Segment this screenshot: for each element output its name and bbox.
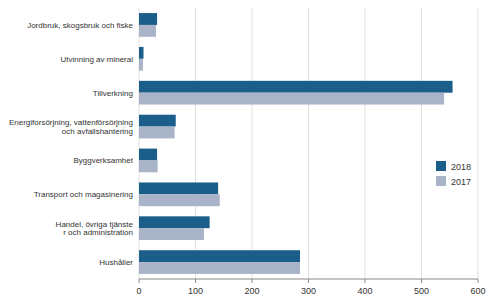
bar xyxy=(139,115,176,127)
bar xyxy=(139,228,204,240)
bar xyxy=(139,216,210,228)
y-axis: Jordbruk, skogsbruk och fiske Utvinning a… xyxy=(9,21,134,267)
category-label: Byggverksamhet xyxy=(73,156,133,165)
grid-line xyxy=(478,8,479,279)
tick-mark xyxy=(252,279,253,283)
tick-mark xyxy=(365,279,366,283)
tick-label: 200 xyxy=(244,286,259,296)
bar xyxy=(139,25,156,37)
grid-line xyxy=(252,8,253,279)
category-label: Jordbruk, skogsbruk och fiske xyxy=(27,21,133,30)
bar xyxy=(139,81,453,93)
category-label: Energiforsörjning, vattenförsörjningoch … xyxy=(9,118,133,136)
tick-label: 500 xyxy=(414,286,429,296)
bar xyxy=(139,160,158,172)
legend-label: 2018 xyxy=(451,162,471,172)
bar xyxy=(139,13,157,25)
legend: 2018 2017 xyxy=(436,161,471,187)
bar xyxy=(139,262,300,274)
bar xyxy=(139,149,157,161)
bar xyxy=(139,59,143,71)
legend-label: 2017 xyxy=(451,177,471,187)
tick-mark xyxy=(139,279,140,283)
x-axis-line xyxy=(139,279,478,280)
category-label: Utvinning av mineral xyxy=(61,55,134,64)
bar xyxy=(139,127,175,139)
bar xyxy=(139,182,218,194)
tick-mark xyxy=(195,279,196,283)
x-axis: 0 100 200 300 400 500 600 xyxy=(136,279,485,296)
category-label: Tillverkning xyxy=(93,88,133,97)
grid-line xyxy=(308,8,309,279)
tick-label: 100 xyxy=(188,286,203,296)
grid-line xyxy=(365,8,366,279)
grid xyxy=(139,8,478,279)
category-label: Transport och magasinering xyxy=(34,190,133,199)
bar xyxy=(139,47,144,59)
tick-label: 0 xyxy=(136,286,141,296)
tick-mark xyxy=(421,279,422,283)
bar xyxy=(139,250,300,262)
tick-mark xyxy=(308,279,309,283)
tick-mark xyxy=(478,279,479,283)
chart: Jordbruk, skogsbruk och fiske Utvinning a… xyxy=(0,0,492,303)
legend-swatch xyxy=(436,176,446,186)
category-label: Handel, övriga tjänster och administrati… xyxy=(56,220,134,238)
bar xyxy=(139,194,220,206)
bars xyxy=(139,13,453,274)
category-label: Hushåller xyxy=(99,258,133,267)
legend-swatch xyxy=(436,161,446,171)
tick-label: 400 xyxy=(357,286,372,296)
tick-label: 300 xyxy=(301,286,316,296)
grid-line xyxy=(421,8,422,279)
tick-label: 600 xyxy=(470,286,485,296)
bar xyxy=(139,93,444,105)
